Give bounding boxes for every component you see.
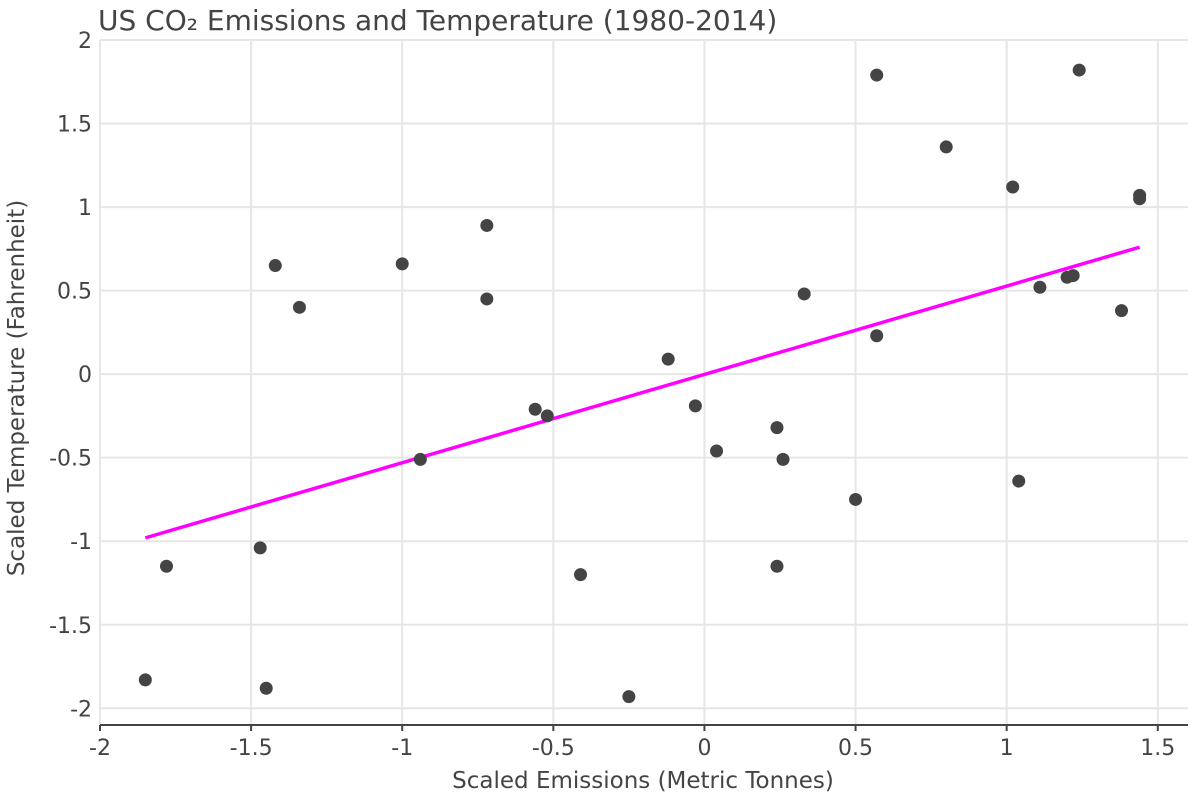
data-point — [770, 559, 784, 573]
grid-lines — [99, 39, 1188, 725]
y-tick-label: 1 — [78, 196, 92, 221]
data-point — [480, 218, 494, 232]
trendline — [144, 245, 1141, 540]
trendline-layer — [144, 245, 1141, 540]
x-tick-label: 1.5 — [1140, 736, 1175, 761]
data-point — [292, 300, 306, 314]
y-axis-label: Scaled Temperature (Fahrenheit) — [4, 200, 30, 576]
data-point — [870, 329, 884, 343]
y-tick-label: -0.5 — [49, 447, 92, 472]
data-point — [1115, 304, 1129, 318]
data-point — [661, 352, 675, 366]
y-tick-label: -1.5 — [49, 614, 92, 639]
data-point — [268, 259, 282, 273]
data-points — [138, 63, 1147, 704]
x-tick-label: -0.5 — [532, 736, 575, 761]
data-point — [1012, 474, 1026, 488]
chart-title: US CO₂ Emissions and Temperature (1980-2… — [98, 4, 777, 37]
x-axis-label: Scaled Emissions (Metric Tonnes) — [452, 768, 834, 794]
data-point — [1066, 269, 1080, 283]
data-point — [622, 690, 636, 704]
y-tick-label: 2 — [78, 29, 92, 54]
data-point — [395, 257, 409, 271]
data-point — [710, 444, 724, 458]
x-tick-label: -2 — [89, 736, 111, 761]
x-tick-label: 1 — [1000, 736, 1014, 761]
data-point — [939, 140, 953, 154]
data-point — [253, 541, 267, 555]
data-point — [138, 673, 152, 687]
data-point — [1033, 280, 1047, 294]
x-tick-label: 0 — [697, 736, 711, 761]
y-tick-label: 0 — [78, 363, 92, 388]
y-tick-label: 1.5 — [57, 113, 92, 138]
y-tick-label: -2 — [70, 697, 92, 722]
data-point — [259, 681, 273, 695]
x-tick-label: 0.5 — [838, 736, 873, 761]
y-tick-label: 0.5 — [57, 280, 92, 305]
data-point — [528, 402, 542, 416]
data-point — [870, 68, 884, 82]
data-point — [1072, 63, 1086, 77]
data-point — [413, 452, 427, 466]
data-point — [480, 292, 494, 306]
data-point — [688, 399, 702, 413]
data-point — [797, 287, 811, 301]
data-point — [1006, 180, 1020, 194]
data-point — [159, 559, 173, 573]
y-tick-label: -1 — [70, 530, 92, 555]
axes: -2 -1.5 -1 -0.5 0 0.5 1 1.5 -2 -1.5 -1 -0.5 0 0.5 1 1.5… — [49, 29, 1188, 761]
data-point — [540, 409, 554, 423]
x-tick-label: -1.5 — [230, 736, 273, 761]
data-point — [574, 568, 588, 582]
data-point — [1133, 192, 1147, 206]
data-point — [770, 421, 784, 435]
data-point — [776, 452, 790, 466]
data-point — [849, 492, 863, 506]
x-tick-label: -1 — [391, 736, 413, 761]
